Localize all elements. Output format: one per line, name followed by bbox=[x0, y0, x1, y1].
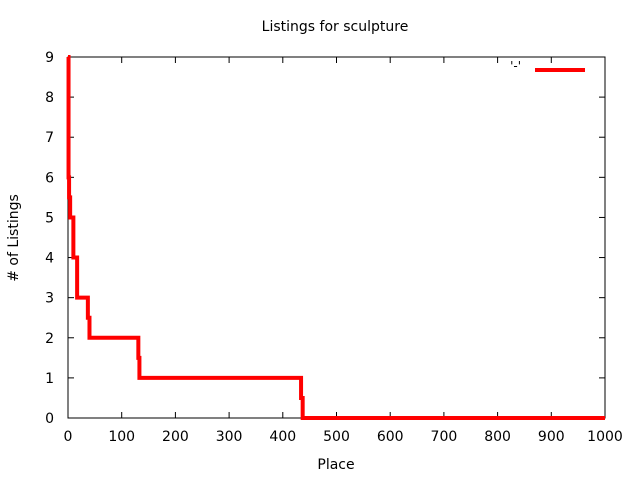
y-tick-label: 7 bbox=[45, 130, 54, 146]
x-tick-label: 0 bbox=[64, 429, 73, 445]
y-tick-label: 6 bbox=[45, 170, 54, 186]
x-axis: 0 100 200 300 400 500 600 700 800 900 1000 bbox=[64, 57, 623, 445]
y-tick-label: 2 bbox=[45, 331, 54, 347]
legend-label: '-' bbox=[510, 59, 521, 73]
x-tick-label: 400 bbox=[269, 429, 296, 445]
x-tick-label: 800 bbox=[484, 429, 511, 445]
x-tick-label: 1000 bbox=[587, 429, 623, 445]
y-tick-label: 1 bbox=[45, 371, 54, 387]
y-tick-label: 8 bbox=[45, 90, 54, 106]
x-tick-label: 100 bbox=[108, 429, 135, 445]
x-tick-label: 900 bbox=[538, 429, 565, 445]
y-axis: 0 1 2 3 4 5 6 7 8 9 bbox=[45, 50, 605, 427]
plot-frame bbox=[67, 56, 606, 419]
series-layer bbox=[66, 55, 605, 420]
x-tick-label: 500 bbox=[323, 429, 350, 445]
y-tick-label: 9 bbox=[45, 50, 54, 66]
legend: '-' bbox=[510, 59, 585, 73]
y-tick-label: 3 bbox=[45, 291, 54, 307]
series-line bbox=[66, 55, 605, 420]
x-axis-title: Place bbox=[317, 457, 354, 473]
x-tick-label: 600 bbox=[377, 429, 404, 445]
y-axis-title: # of Listings bbox=[6, 194, 22, 282]
x-tick-label: 700 bbox=[431, 429, 458, 445]
y-tick-label: 0 bbox=[45, 411, 54, 427]
chart-title: Listings for sculpture bbox=[262, 19, 409, 35]
y-tick-label: 4 bbox=[45, 251, 54, 267]
x-tick-label: 300 bbox=[216, 429, 243, 445]
y-tick-label: 5 bbox=[45, 210, 54, 226]
x-tick-label: 200 bbox=[162, 429, 189, 445]
